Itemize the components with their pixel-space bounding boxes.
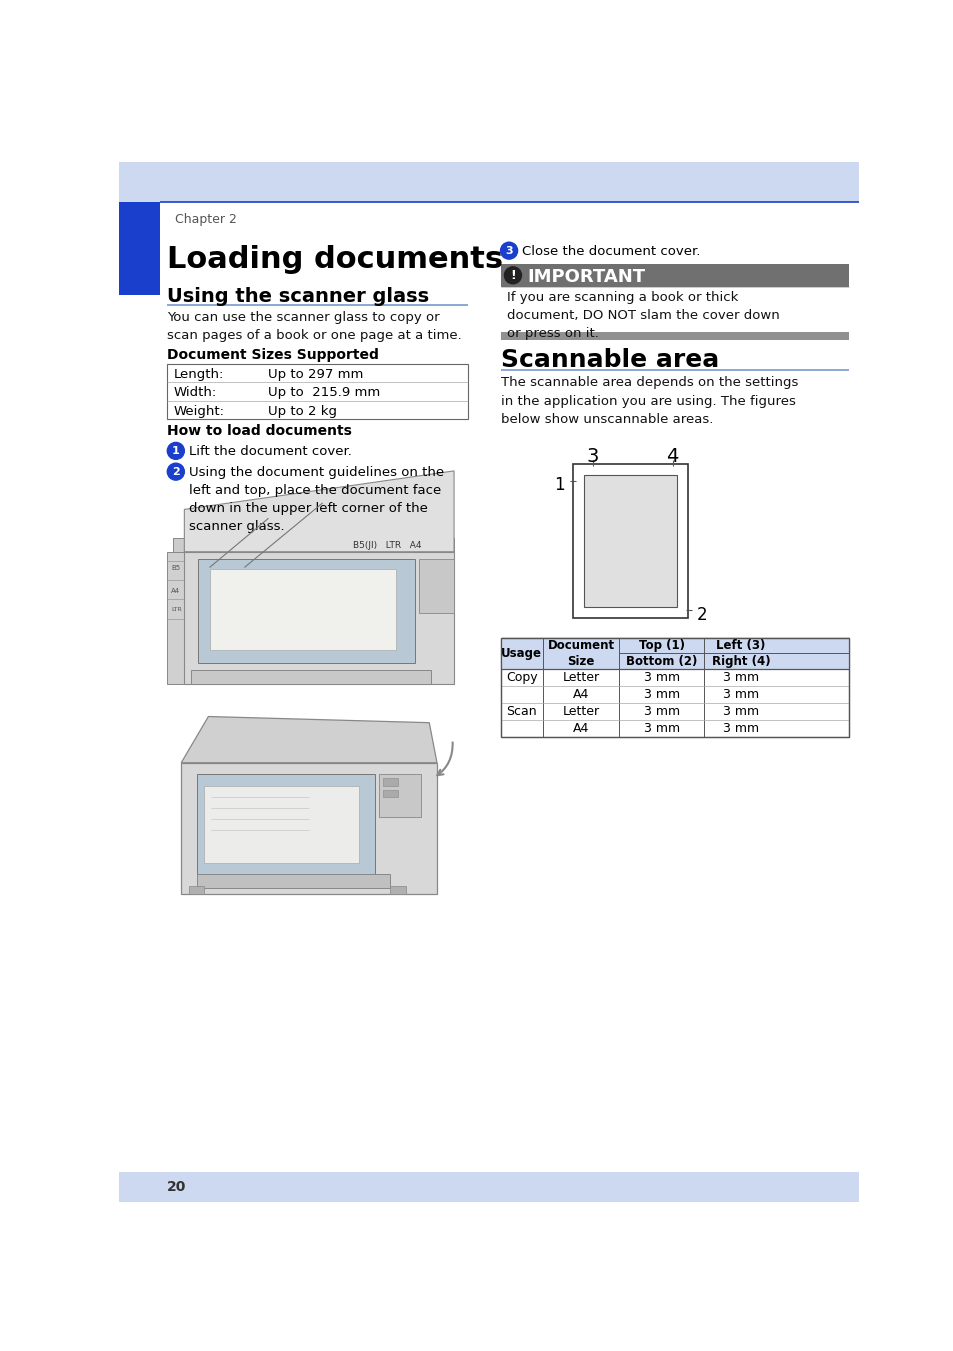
FancyBboxPatch shape	[390, 886, 406, 893]
FancyBboxPatch shape	[191, 670, 431, 684]
Text: Using the document guidelines on the
left and top, place the document face
down : Using the document guidelines on the lef…	[189, 466, 444, 534]
Text: 3: 3	[505, 246, 513, 255]
Circle shape	[504, 267, 521, 284]
FancyBboxPatch shape	[167, 551, 184, 684]
FancyBboxPatch shape	[198, 559, 415, 663]
Text: 3 mm: 3 mm	[643, 721, 679, 735]
FancyBboxPatch shape	[189, 886, 204, 893]
Text: 4: 4	[666, 447, 679, 466]
Text: Using the scanner glass: Using the scanner glass	[167, 286, 429, 305]
Text: Up to 297 mm: Up to 297 mm	[268, 367, 363, 381]
Text: Document
Size: Document Size	[547, 639, 614, 667]
FancyBboxPatch shape	[119, 203, 159, 295]
Text: Chapter 2: Chapter 2	[174, 213, 236, 227]
Text: Close the document cover.: Close the document cover.	[521, 246, 700, 258]
Text: Top (1): Top (1)	[639, 639, 684, 653]
Text: A4: A4	[573, 688, 589, 701]
Text: A4: A4	[573, 721, 589, 735]
Text: Letter: Letter	[562, 670, 599, 684]
FancyBboxPatch shape	[382, 778, 397, 786]
Text: 20: 20	[167, 1179, 187, 1194]
Text: B5: B5	[171, 565, 180, 571]
Text: 1: 1	[554, 477, 564, 494]
FancyBboxPatch shape	[378, 774, 421, 816]
Text: 3 mm: 3 mm	[722, 721, 759, 735]
FancyBboxPatch shape	[583, 474, 677, 607]
Text: B5(JI)   LTR   A4: B5(JI) LTR A4	[353, 540, 421, 550]
FancyBboxPatch shape	[204, 786, 359, 863]
Text: Usage: Usage	[501, 647, 542, 659]
Text: 2: 2	[696, 605, 706, 624]
Text: Weight:: Weight:	[173, 405, 224, 417]
Text: Left (3): Left (3)	[716, 639, 765, 653]
Text: Width:: Width:	[173, 386, 216, 399]
FancyBboxPatch shape	[173, 538, 454, 551]
FancyBboxPatch shape	[418, 559, 454, 613]
FancyBboxPatch shape	[196, 774, 375, 874]
Text: Up to  215.9 mm: Up to 215.9 mm	[268, 386, 380, 399]
FancyBboxPatch shape	[500, 638, 848, 669]
FancyBboxPatch shape	[181, 763, 436, 893]
Circle shape	[500, 242, 517, 259]
Text: 3 mm: 3 mm	[643, 705, 679, 717]
FancyBboxPatch shape	[173, 538, 191, 551]
Text: 2: 2	[172, 466, 179, 477]
Text: A4: A4	[171, 588, 180, 594]
Text: 3 mm: 3 mm	[722, 670, 759, 684]
Text: 3 mm: 3 mm	[643, 688, 679, 701]
Text: 3 mm: 3 mm	[643, 670, 679, 684]
Text: Lift the document cover.: Lift the document cover.	[189, 446, 352, 458]
Circle shape	[167, 463, 184, 480]
FancyBboxPatch shape	[196, 874, 390, 888]
Text: 3 mm: 3 mm	[722, 705, 759, 717]
Text: Scan: Scan	[506, 705, 537, 717]
FancyBboxPatch shape	[184, 551, 454, 684]
FancyBboxPatch shape	[500, 263, 848, 286]
Text: LTR: LTR	[171, 607, 182, 612]
Polygon shape	[181, 716, 436, 763]
Text: 1: 1	[172, 446, 179, 455]
Text: Bottom (2): Bottom (2)	[625, 655, 697, 667]
Text: Right (4): Right (4)	[711, 655, 770, 667]
Polygon shape	[184, 471, 454, 551]
Text: IMPORTANT: IMPORTANT	[526, 269, 644, 286]
FancyBboxPatch shape	[119, 162, 858, 203]
Text: Letter: Letter	[562, 705, 599, 717]
Text: Copy: Copy	[505, 670, 537, 684]
FancyBboxPatch shape	[573, 463, 687, 617]
FancyBboxPatch shape	[382, 790, 397, 797]
Circle shape	[167, 442, 184, 459]
Text: How to load documents: How to load documents	[167, 424, 352, 438]
Text: Loading documents: Loading documents	[167, 246, 503, 274]
Text: Up to 2 kg: Up to 2 kg	[268, 405, 336, 417]
Text: Length:: Length:	[173, 367, 224, 381]
Text: The scannable area depends on the settings
in the application you are using. The: The scannable area depends on the settin…	[500, 376, 797, 426]
FancyBboxPatch shape	[167, 363, 468, 419]
Text: Scannable area: Scannable area	[500, 349, 718, 373]
FancyBboxPatch shape	[500, 331, 848, 340]
FancyBboxPatch shape	[210, 569, 395, 650]
FancyBboxPatch shape	[500, 638, 848, 736]
Text: 3 mm: 3 mm	[722, 688, 759, 701]
Text: You can use the scanner glass to copy or
scan pages of a book or one page at a t: You can use the scanner glass to copy or…	[167, 311, 461, 342]
Text: !: !	[510, 269, 516, 282]
FancyBboxPatch shape	[119, 1173, 858, 1202]
Text: Document Sizes Supported: Document Sizes Supported	[167, 349, 378, 362]
Text: 3: 3	[586, 447, 598, 466]
Text: If you are scanning a book or thick
document, DO NOT slam the cover down
or pres: If you are scanning a book or thick docu…	[506, 290, 779, 339]
